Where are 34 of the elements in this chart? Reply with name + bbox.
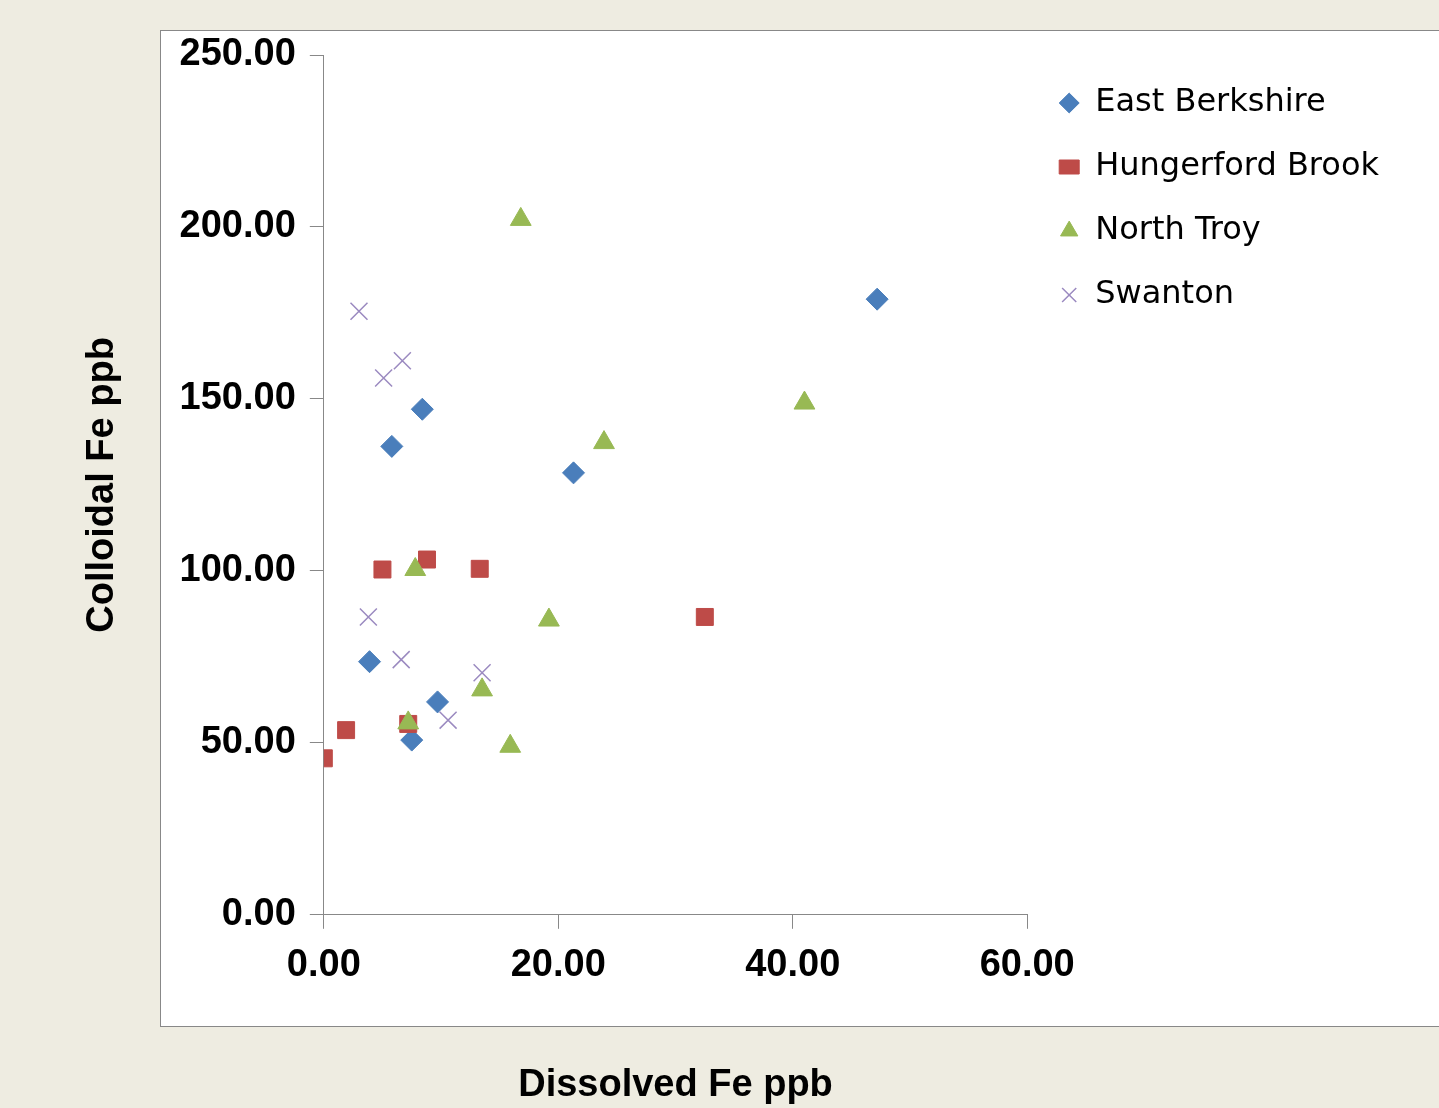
point — [562, 461, 586, 485]
y-tick-label: 0.00 — [221, 891, 296, 934]
y-tick-label: 200.00 — [179, 203, 296, 246]
point — [470, 559, 489, 578]
x-tick-label: 60.00 — [979, 942, 1075, 985]
x-tick-label: 40.00 — [745, 942, 841, 985]
point — [380, 434, 404, 458]
point — [438, 710, 458, 730]
point — [337, 721, 356, 740]
y-axis-title: Colloidal Fe ppb — [79, 337, 122, 633]
point — [865, 287, 889, 311]
y-tick-label: 50.00 — [200, 719, 296, 762]
point — [349, 301, 369, 321]
legend-label: North Troy — [1095, 209, 1261, 248]
legend-label: Swanton — [1095, 273, 1234, 312]
point — [373, 560, 392, 579]
y-tick-label: 150.00 — [179, 375, 296, 418]
point — [358, 650, 382, 674]
legend-label: Hungerford Brook — [1095, 145, 1380, 184]
point — [418, 550, 436, 569]
x-tick-label: 0.00 — [286, 942, 361, 985]
y-tick-label: 250.00 — [179, 31, 296, 74]
x-tick-label: 20.00 — [510, 942, 606, 985]
point — [410, 397, 434, 421]
point — [374, 368, 393, 388]
point — [393, 351, 412, 370]
point — [426, 690, 450, 714]
point — [359, 607, 378, 627]
point — [695, 607, 714, 626]
legend-label: East Berkshire — [1095, 81, 1326, 120]
y-tick-label: 100.00 — [179, 547, 296, 590]
point — [472, 663, 492, 682]
point — [391, 650, 411, 669]
x-axis-title: Dissolved Fe ppb — [518, 1061, 833, 1104]
